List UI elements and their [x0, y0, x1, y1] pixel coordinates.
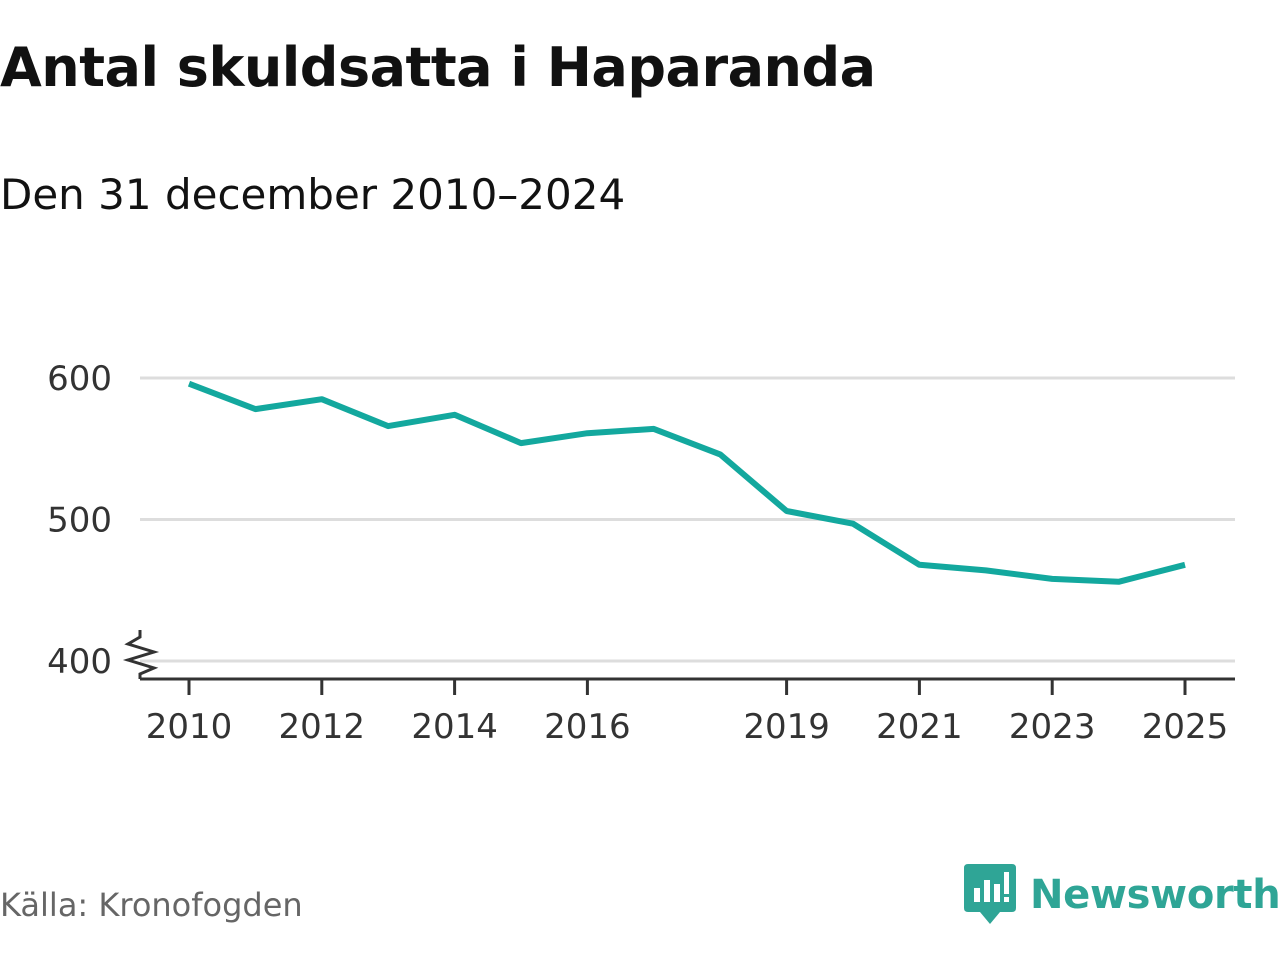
chart-title: Antal skuldsatta i Haparanda	[0, 36, 876, 99]
data-point-2012	[319, 396, 325, 402]
x-tick-label: 2012	[279, 707, 366, 747]
y-tick-label: 600	[47, 359, 112, 399]
chart-subtitle: Den 31 december 2010–2024	[0, 170, 626, 219]
data-point-2025	[1182, 562, 1188, 568]
x-tick-label: 2025	[1142, 707, 1229, 747]
newsworthy-logo-icon	[964, 864, 1016, 924]
y-tick-label: 500	[47, 501, 112, 541]
x-tick-label: 2023	[1009, 707, 1096, 747]
axis-break-mark	[122, 630, 160, 679]
data-point-2018	[717, 451, 723, 457]
x-tick-label: 2021	[876, 707, 963, 747]
data-point-2022	[983, 567, 989, 573]
x-axis	[140, 677, 1235, 695]
data-point-2019	[784, 508, 790, 514]
x-tick-labels: 2010 2012 2014 2016 2019 2021 2023 2025	[146, 707, 1229, 747]
newsworthy-brand: Newsworthy	[964, 864, 1280, 926]
data-point-2017	[651, 426, 657, 432]
x-tick-label: 2019	[743, 707, 830, 747]
data-point-2021	[916, 562, 922, 568]
data-point-2020	[850, 521, 856, 527]
series-layer	[186, 380, 1188, 585]
source-note: Källa: Kronofogden	[0, 886, 303, 924]
x-tick-label: 2016	[544, 707, 631, 747]
y-tick-labels: 400 500 600	[47, 359, 112, 682]
y-tick-label: 400	[47, 642, 112, 682]
data-point-2013	[385, 423, 391, 429]
brand-name: Newsworthy	[1030, 872, 1280, 918]
data-point-2010	[186, 381, 192, 387]
data-point-2023	[1049, 576, 1055, 582]
x-tick-label: 2014	[411, 707, 498, 747]
axis-break	[122, 630, 160, 679]
series-line	[187, 380, 1186, 585]
gridlines	[140, 376, 1235, 663]
data-point-2024	[1116, 579, 1122, 585]
data-point-2014	[452, 412, 458, 418]
data-point-2016	[584, 430, 590, 436]
x-tick-label: 2010	[146, 707, 233, 747]
data-point-2015	[518, 440, 524, 446]
data-point-2011	[252, 406, 258, 412]
